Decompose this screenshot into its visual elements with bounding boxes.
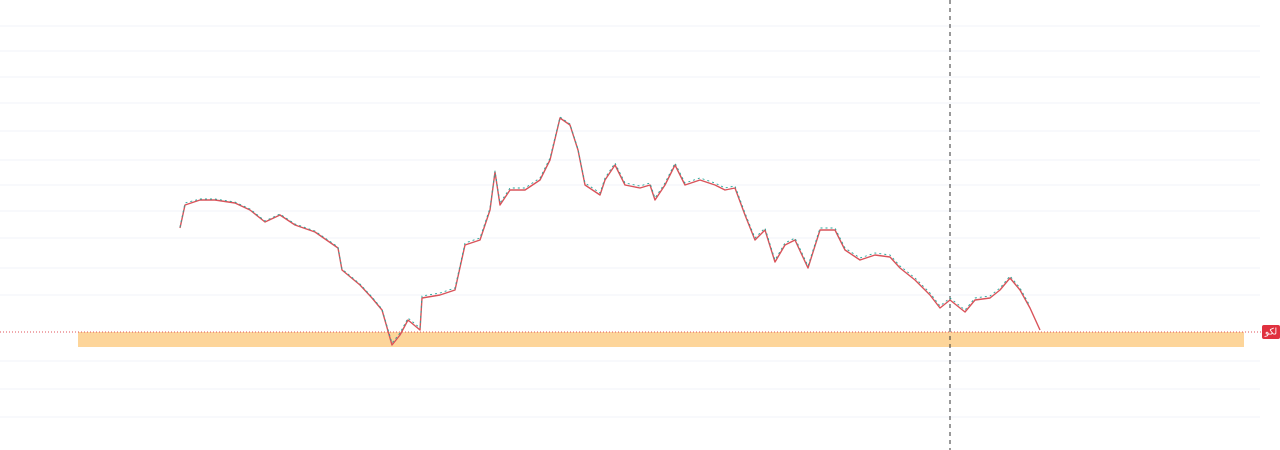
grid-lines xyxy=(0,25,1260,418)
price-series-up xyxy=(179,116,1031,344)
price-tag xyxy=(1262,325,1280,339)
price-series xyxy=(179,117,1041,346)
price-tag-label: لکو xyxy=(1264,328,1277,338)
support-zone xyxy=(78,332,1244,347)
